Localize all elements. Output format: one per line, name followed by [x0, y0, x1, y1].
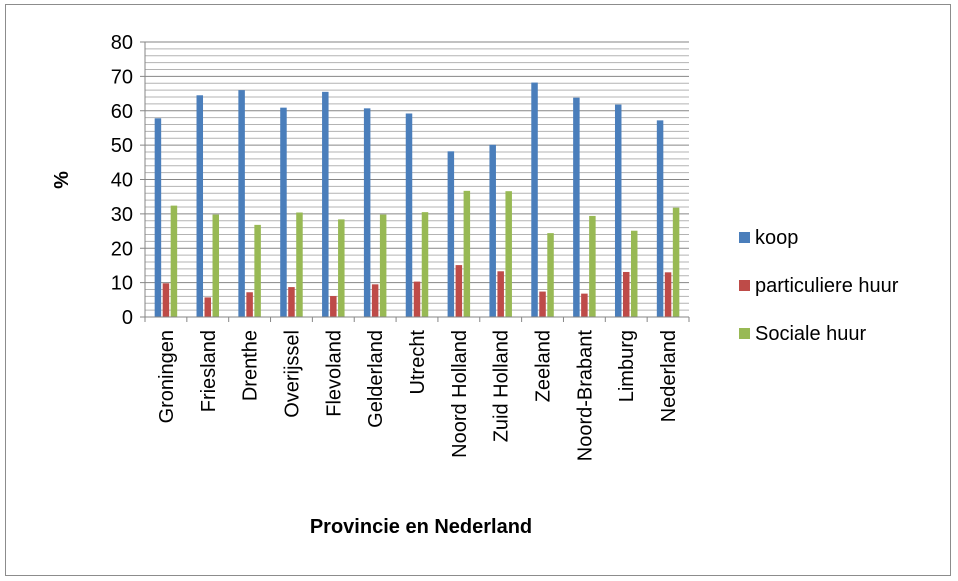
y-tick-label: 20 — [111, 238, 133, 260]
bar-sociale-huur-groningen — [170, 205, 178, 317]
x-tick-label: Utrecht — [407, 330, 429, 395]
bar-particuliere-huur-flevoland — [330, 296, 337, 317]
bars — [154, 82, 680, 317]
legend-label: koop — [755, 227, 798, 249]
x-tick-label: Gelderland — [365, 330, 387, 428]
y-tick-label: 70 — [111, 66, 133, 88]
bar-koop-gelderland — [363, 108, 371, 317]
y-tick-label: 60 — [111, 101, 133, 123]
y-tick-labels: 0 10 20 30 40 50 60 70 80 — [111, 32, 133, 329]
bar-sociale-huur-noord-holland — [463, 190, 471, 317]
bar-sociale-huur-gelderland — [379, 214, 387, 317]
bar-sociale-huur-drenthe — [254, 224, 261, 317]
gridlines — [145, 41, 689, 318]
bar-sociale-huur-utrecht — [421, 212, 429, 317]
x-tick-label: Zeeland — [533, 330, 555, 402]
bar-sociale-huur-overijssel — [296, 212, 303, 317]
x-tick-label: Noord-Brabant — [574, 330, 596, 462]
x-tick-label: Friesland — [198, 330, 220, 412]
bar-particuliere-huur-gelderland — [371, 284, 379, 317]
bar-sociale-huur-limburg — [630, 230, 638, 317]
bar-koop-noord-holland — [447, 151, 455, 317]
legend-swatch-sociale-huur — [739, 328, 750, 339]
bar-koop-drenthe — [238, 90, 245, 317]
bar-chart: 0 10 20 30 40 50 60 70 80 Groningen Friesland Dren… — [51, 32, 899, 538]
bar-koop-zuid-holland — [489, 144, 496, 317]
bar-koop-friesland — [196, 95, 204, 317]
x-axis-title: Provincie en Nederland — [310, 516, 532, 538]
bar-particuliere-huur-zeeland — [539, 291, 546, 317]
x-tick-label: Limburg — [616, 330, 638, 402]
bar-particuliere-huur-friesland — [204, 297, 212, 317]
y-tick-label: 0 — [122, 307, 133, 329]
bar-sociale-huur-friesland — [212, 214, 220, 317]
bar-koop-utrecht — [405, 113, 413, 317]
bar-particuliere-huur-limburg — [622, 271, 630, 317]
bar-sociale-huur-flevoland — [338, 219, 345, 317]
legend: koop particuliere huur Sociale huur — [739, 227, 899, 345]
bar-koop-nederland — [656, 120, 664, 317]
y-tick-label: 40 — [111, 170, 133, 192]
x-tick-label: Overijssel — [281, 330, 303, 418]
x-tick-label: Noord Holland — [449, 330, 471, 458]
y-axis-title: % — [51, 171, 73, 189]
bar-sociale-huur-nederland — [672, 207, 680, 317]
chart-frame: 0 10 20 30 40 50 60 70 80 Groningen Friesland Dren… — [5, 4, 951, 576]
axes — [140, 41, 690, 322]
bar-koop-zeeland — [531, 82, 538, 317]
y-tick-label: 10 — [111, 273, 133, 295]
x-tick-label: Zuid Holland — [491, 330, 513, 442]
bar-sociale-huur-noord-brabant — [589, 215, 596, 317]
y-tick-label: 50 — [111, 135, 133, 157]
x-tick-label: Nederland — [658, 330, 680, 422]
bar-particuliere-huur-nederland — [664, 272, 672, 317]
bar-particuliere-huur-zuid-holland — [497, 271, 504, 317]
legend-swatch-particuliere-huur — [739, 280, 750, 291]
bar-sociale-huur-zeeland — [547, 233, 554, 317]
bar-koop-limburg — [614, 104, 622, 317]
x-tick-label: Flevoland — [323, 330, 345, 417]
x-tick-labels: Groningen Friesland Drenthe Overijssel Flevo… — [156, 330, 680, 462]
bar-sociale-huur-zuid-holland — [505, 191, 512, 317]
bar-particuliere-huur-overijssel — [288, 287, 295, 317]
bar-particuliere-huur-utrecht — [413, 281, 421, 317]
bar-koop-groningen — [154, 118, 162, 317]
bar-particuliere-huur-drenthe — [246, 292, 253, 317]
bar-koop-flevoland — [322, 91, 329, 317]
legend-swatch-koop — [739, 232, 750, 243]
x-tick-label: Drenthe — [240, 330, 262, 401]
bar-particuliere-huur-noord-holland — [455, 265, 463, 317]
bar-particuliere-huur-noord-brabant — [581, 293, 588, 317]
bar-koop-noord-brabant — [573, 97, 580, 317]
y-tick-label: 30 — [111, 204, 133, 226]
bar-koop-overijssel — [280, 107, 287, 317]
bar-particuliere-huur-groningen — [162, 283, 170, 317]
legend-label: particuliere huur — [755, 275, 899, 297]
legend-label: Sociale huur — [755, 323, 867, 345]
x-tick-label: Groningen — [156, 330, 178, 423]
y-tick-label: 80 — [111, 32, 133, 54]
